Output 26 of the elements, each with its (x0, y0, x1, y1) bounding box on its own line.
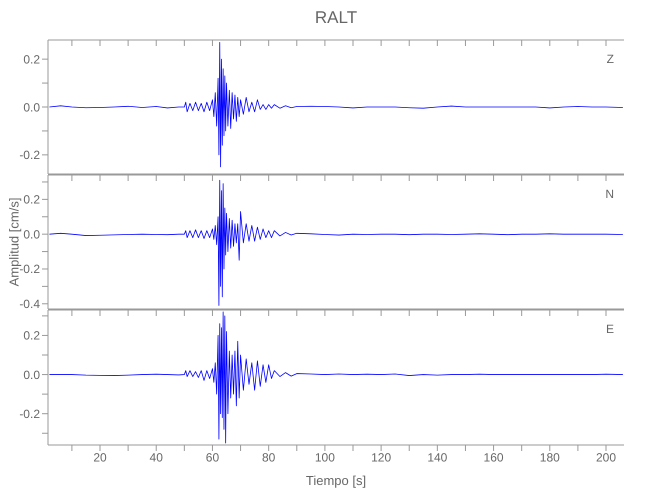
line-series (49, 180, 624, 306)
x-tick-label: 100 (314, 450, 336, 465)
y-tick-label: 0.2 (23, 52, 40, 66)
y-tick-label: 0.2 (23, 192, 40, 207)
y-tick-label: 0.0 (23, 368, 40, 382)
x-tick-label: 200 (596, 450, 616, 465)
y-tick-label: -0.2 (19, 262, 40, 276)
annotation: N (605, 187, 614, 201)
y-tick-label: 0.0 (23, 100, 40, 114)
chart-title: RALT (314, 8, 358, 28)
x-tick-label: 80 (262, 450, 276, 465)
annotation: Z (606, 52, 614, 66)
x-tick-label: 60 (206, 450, 220, 465)
y-tick-label: -0.4 (19, 297, 40, 312)
x-tick-label: 20 (93, 450, 107, 465)
x-axis-title: Tiempo [s] (306, 473, 366, 488)
x-tick-label: 40 (150, 450, 164, 465)
x-tick-label: 160 (484, 450, 504, 465)
y-tick-label: 0.2 (23, 328, 40, 343)
x-tick-label: 180 (540, 450, 560, 465)
y-tick-label: 0.0 (23, 227, 40, 242)
y-tick-label: -0.2 (19, 406, 40, 421)
annotation: E (606, 322, 614, 336)
x-tick-label: 120 (371, 450, 392, 465)
x-tick-label: 140 (427, 450, 448, 465)
y-tick-label: -0.2 (19, 148, 40, 162)
